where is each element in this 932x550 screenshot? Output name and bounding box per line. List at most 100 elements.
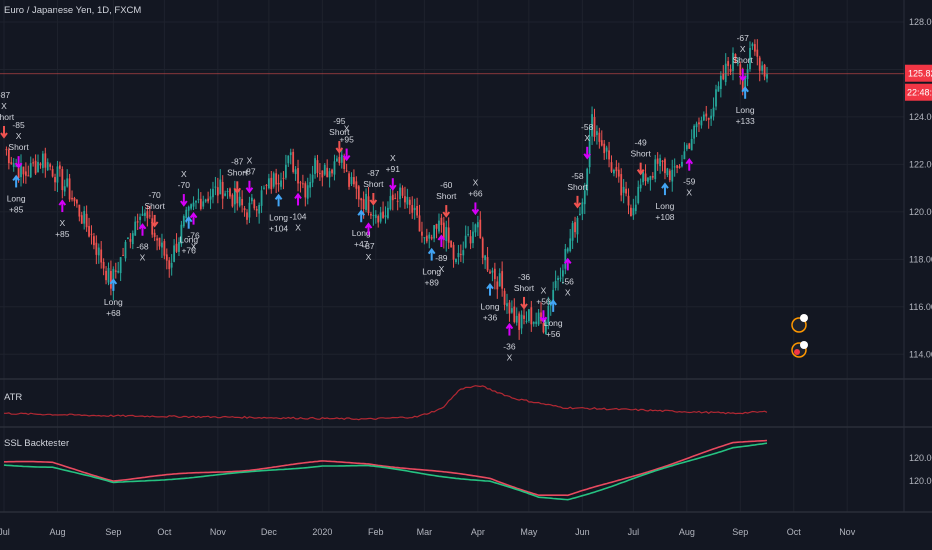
candle-body <box>129 239 132 242</box>
signal-exit_long: -76X <box>187 211 200 252</box>
candle-body <box>406 196 409 205</box>
signal-text: X <box>1 101 7 111</box>
candle-body <box>761 65 764 71</box>
candle-body <box>557 277 559 280</box>
candle-body <box>425 235 428 242</box>
x-tick-label: Jul <box>628 527 640 537</box>
candle-body <box>328 171 331 178</box>
candle-body <box>501 271 504 289</box>
candle-body <box>362 199 365 210</box>
candle-body <box>544 321 547 335</box>
candle-body <box>574 222 576 233</box>
signal-exit_long: -89X <box>435 234 448 274</box>
candle-body <box>224 193 227 196</box>
candle-body <box>379 212 382 222</box>
candle-body <box>479 219 482 239</box>
signal-arrowhead <box>184 216 193 223</box>
signal-text: -87 <box>362 241 375 251</box>
candle-body <box>187 206 190 211</box>
candle-body <box>564 249 567 269</box>
candle-body <box>197 198 200 200</box>
candle-body <box>348 173 350 187</box>
signal-arrowhead <box>471 208 480 216</box>
candle-body <box>275 173 278 185</box>
candle-body <box>212 188 214 198</box>
candle-body <box>39 163 42 166</box>
signal-arrowhead <box>486 282 494 290</box>
signal-arrowhead <box>738 75 747 82</box>
candle-body <box>12 163 15 167</box>
candle-body <box>588 136 591 168</box>
candle-body <box>736 62 739 64</box>
candle-body <box>438 220 440 232</box>
candle-body <box>683 151 686 160</box>
signal-text: Long <box>179 235 198 245</box>
candle-body <box>350 176 353 185</box>
signal-text: -59 <box>683 177 696 187</box>
flag-icon <box>800 314 808 322</box>
candle-body <box>593 117 596 137</box>
signal-text: -56 <box>562 276 575 286</box>
signal-text: -70 <box>149 190 162 200</box>
signal-text: X <box>247 156 253 166</box>
candle-body <box>715 89 717 107</box>
signal-arrowhead <box>180 200 188 207</box>
candle-body <box>282 177 285 179</box>
candle-body <box>506 303 508 307</box>
candle-body <box>10 162 13 164</box>
candle-body <box>265 184 268 186</box>
ssl-y-tick-label: 120.000 <box>909 453 932 463</box>
candle-body <box>603 143 606 154</box>
signal-arrowhead <box>357 209 366 216</box>
candle-body <box>581 202 584 214</box>
signal-long: Long+76 <box>179 216 198 256</box>
signal-long: Long+36 <box>481 282 500 323</box>
candle-body <box>493 268 496 280</box>
candle-body <box>389 196 392 210</box>
signal-long: Long+68 <box>104 278 123 318</box>
candle-body <box>24 171 27 176</box>
candle-body <box>698 122 700 125</box>
candle-body <box>304 183 307 198</box>
signal-text: -60 <box>440 180 453 190</box>
x-tick-label: May <box>520 527 538 537</box>
candle-body <box>158 237 161 247</box>
candle-body <box>727 61 730 66</box>
candle-body <box>229 188 231 197</box>
candle-body <box>396 200 399 202</box>
candle-body <box>151 218 154 235</box>
x-tick-label: 2020 <box>312 527 332 537</box>
candle-body <box>374 214 377 218</box>
candle-body <box>280 180 282 187</box>
candle-body <box>173 245 175 262</box>
signal-long: Long+104 <box>269 193 288 233</box>
candle-body <box>459 253 462 255</box>
candle-body <box>110 270 112 289</box>
signal-arrowhead <box>369 199 378 206</box>
candle-body <box>66 178 69 187</box>
candle-body <box>712 107 715 117</box>
candle-body <box>88 226 90 237</box>
signal-text: -49 <box>635 138 648 148</box>
candle-body <box>391 194 394 201</box>
candle-body <box>562 270 564 277</box>
x-tick-label: Oct <box>787 527 802 537</box>
candle-body <box>117 270 120 273</box>
y-tick-label: 118.000 <box>909 254 932 264</box>
signal-text: Long <box>104 297 123 307</box>
signal-long: Long+85 <box>7 174 26 214</box>
price-tag-value: 125.824 <box>908 69 932 79</box>
candle-body <box>700 120 703 126</box>
candle-body <box>78 204 81 217</box>
x-tick-label: Sep <box>732 527 748 537</box>
candle-body <box>170 262 173 268</box>
candle-body <box>236 189 239 204</box>
candle-body <box>272 173 275 187</box>
candle-body <box>576 217 579 235</box>
x-tick-label: Oct <box>157 527 172 537</box>
y-tick-label: 116.000 <box>909 302 932 312</box>
signal-arrowhead <box>539 316 548 323</box>
candle-body <box>41 153 44 168</box>
